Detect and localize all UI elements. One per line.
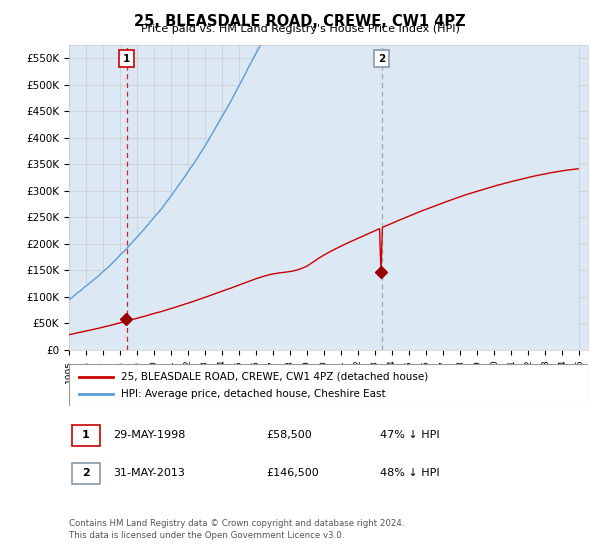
Text: 47% ↓ HPI: 47% ↓ HPI <box>380 430 440 440</box>
Text: 25, BLEASDALE ROAD, CREWE, CW1 4PZ: 25, BLEASDALE ROAD, CREWE, CW1 4PZ <box>134 14 466 29</box>
Text: Contains HM Land Registry data © Crown copyright and database right 2024.: Contains HM Land Registry data © Crown c… <box>69 519 404 528</box>
FancyBboxPatch shape <box>71 463 100 484</box>
FancyBboxPatch shape <box>69 364 588 406</box>
Text: 1: 1 <box>82 430 90 440</box>
Text: £146,500: £146,500 <box>266 468 319 478</box>
Text: HPI: Average price, detached house, Cheshire East: HPI: Average price, detached house, Ches… <box>121 389 386 399</box>
Text: 48% ↓ HPI: 48% ↓ HPI <box>380 468 440 478</box>
Text: 1: 1 <box>123 54 130 63</box>
Text: 25, BLEASDALE ROAD, CREWE, CW1 4PZ (detached house): 25, BLEASDALE ROAD, CREWE, CW1 4PZ (deta… <box>121 372 428 381</box>
FancyBboxPatch shape <box>71 425 100 446</box>
Text: Price paid vs. HM Land Registry's House Price Index (HPI): Price paid vs. HM Land Registry's House … <box>140 24 460 34</box>
Text: £58,500: £58,500 <box>266 430 312 440</box>
Text: 2: 2 <box>82 468 90 478</box>
Text: 29-MAY-1998: 29-MAY-1998 <box>113 430 185 440</box>
Text: This data is licensed under the Open Government Licence v3.0.: This data is licensed under the Open Gov… <box>69 531 344 540</box>
Text: 2: 2 <box>378 54 385 63</box>
Text: 31-MAY-2013: 31-MAY-2013 <box>113 468 185 478</box>
